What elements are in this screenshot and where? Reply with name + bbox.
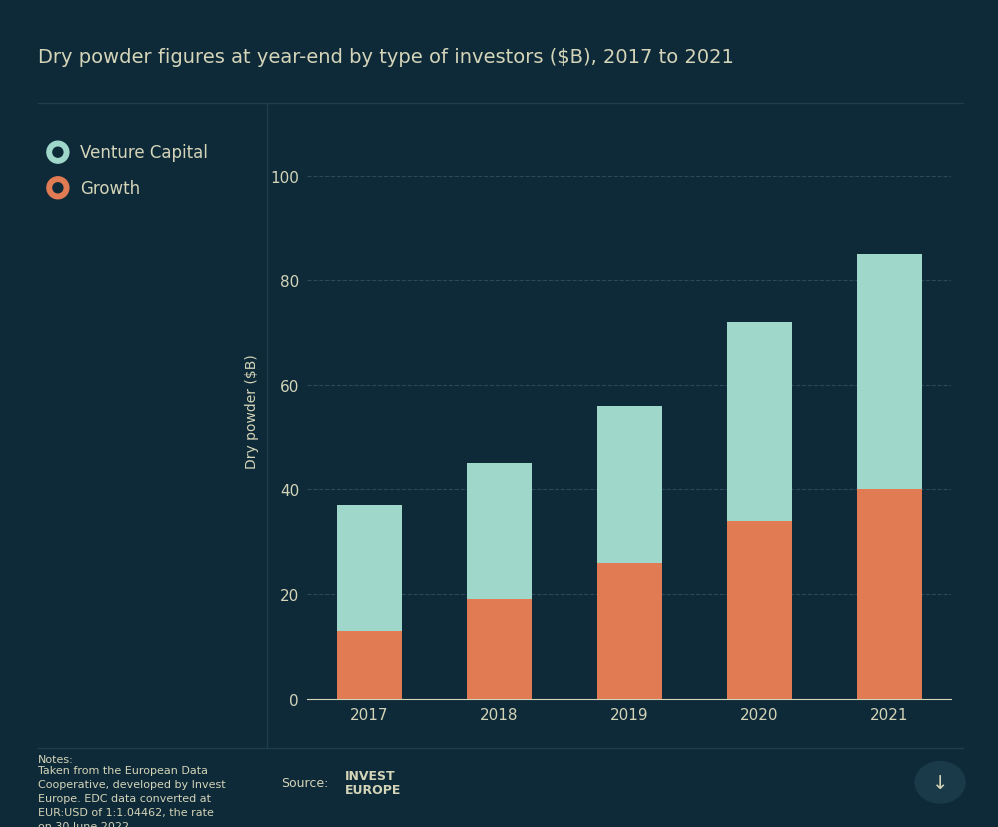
Bar (727, 323, 791, 521)
Bar (336, 631, 401, 699)
Bar (727, 521, 791, 699)
Text: Dry powder figures at year-end by type of investors ($B), 2017 to 2021: Dry powder figures at year-end by type o… (38, 48, 734, 67)
Bar (857, 255, 922, 490)
Y-axis label: Dry powder ($B): Dry powder ($B) (246, 354, 259, 469)
Text: ↓: ↓ (932, 773, 948, 791)
Text: INVEST
EUROPE: INVEST EUROPE (345, 768, 401, 796)
Bar (597, 406, 662, 563)
Bar (336, 505, 401, 631)
Bar (467, 464, 532, 600)
Text: Venture Capital: Venture Capital (80, 144, 208, 162)
Text: Notes:: Notes: (38, 754, 74, 764)
Text: Source:: Source: (281, 776, 328, 789)
Bar (467, 600, 532, 699)
Bar (597, 563, 662, 699)
Text: Growth: Growth (80, 179, 140, 198)
Bar (857, 490, 922, 699)
Text: Taken from the European Data
Cooperative, developed by Invest
Europe. EDC data c: Taken from the European Data Cooperative… (38, 765, 226, 827)
